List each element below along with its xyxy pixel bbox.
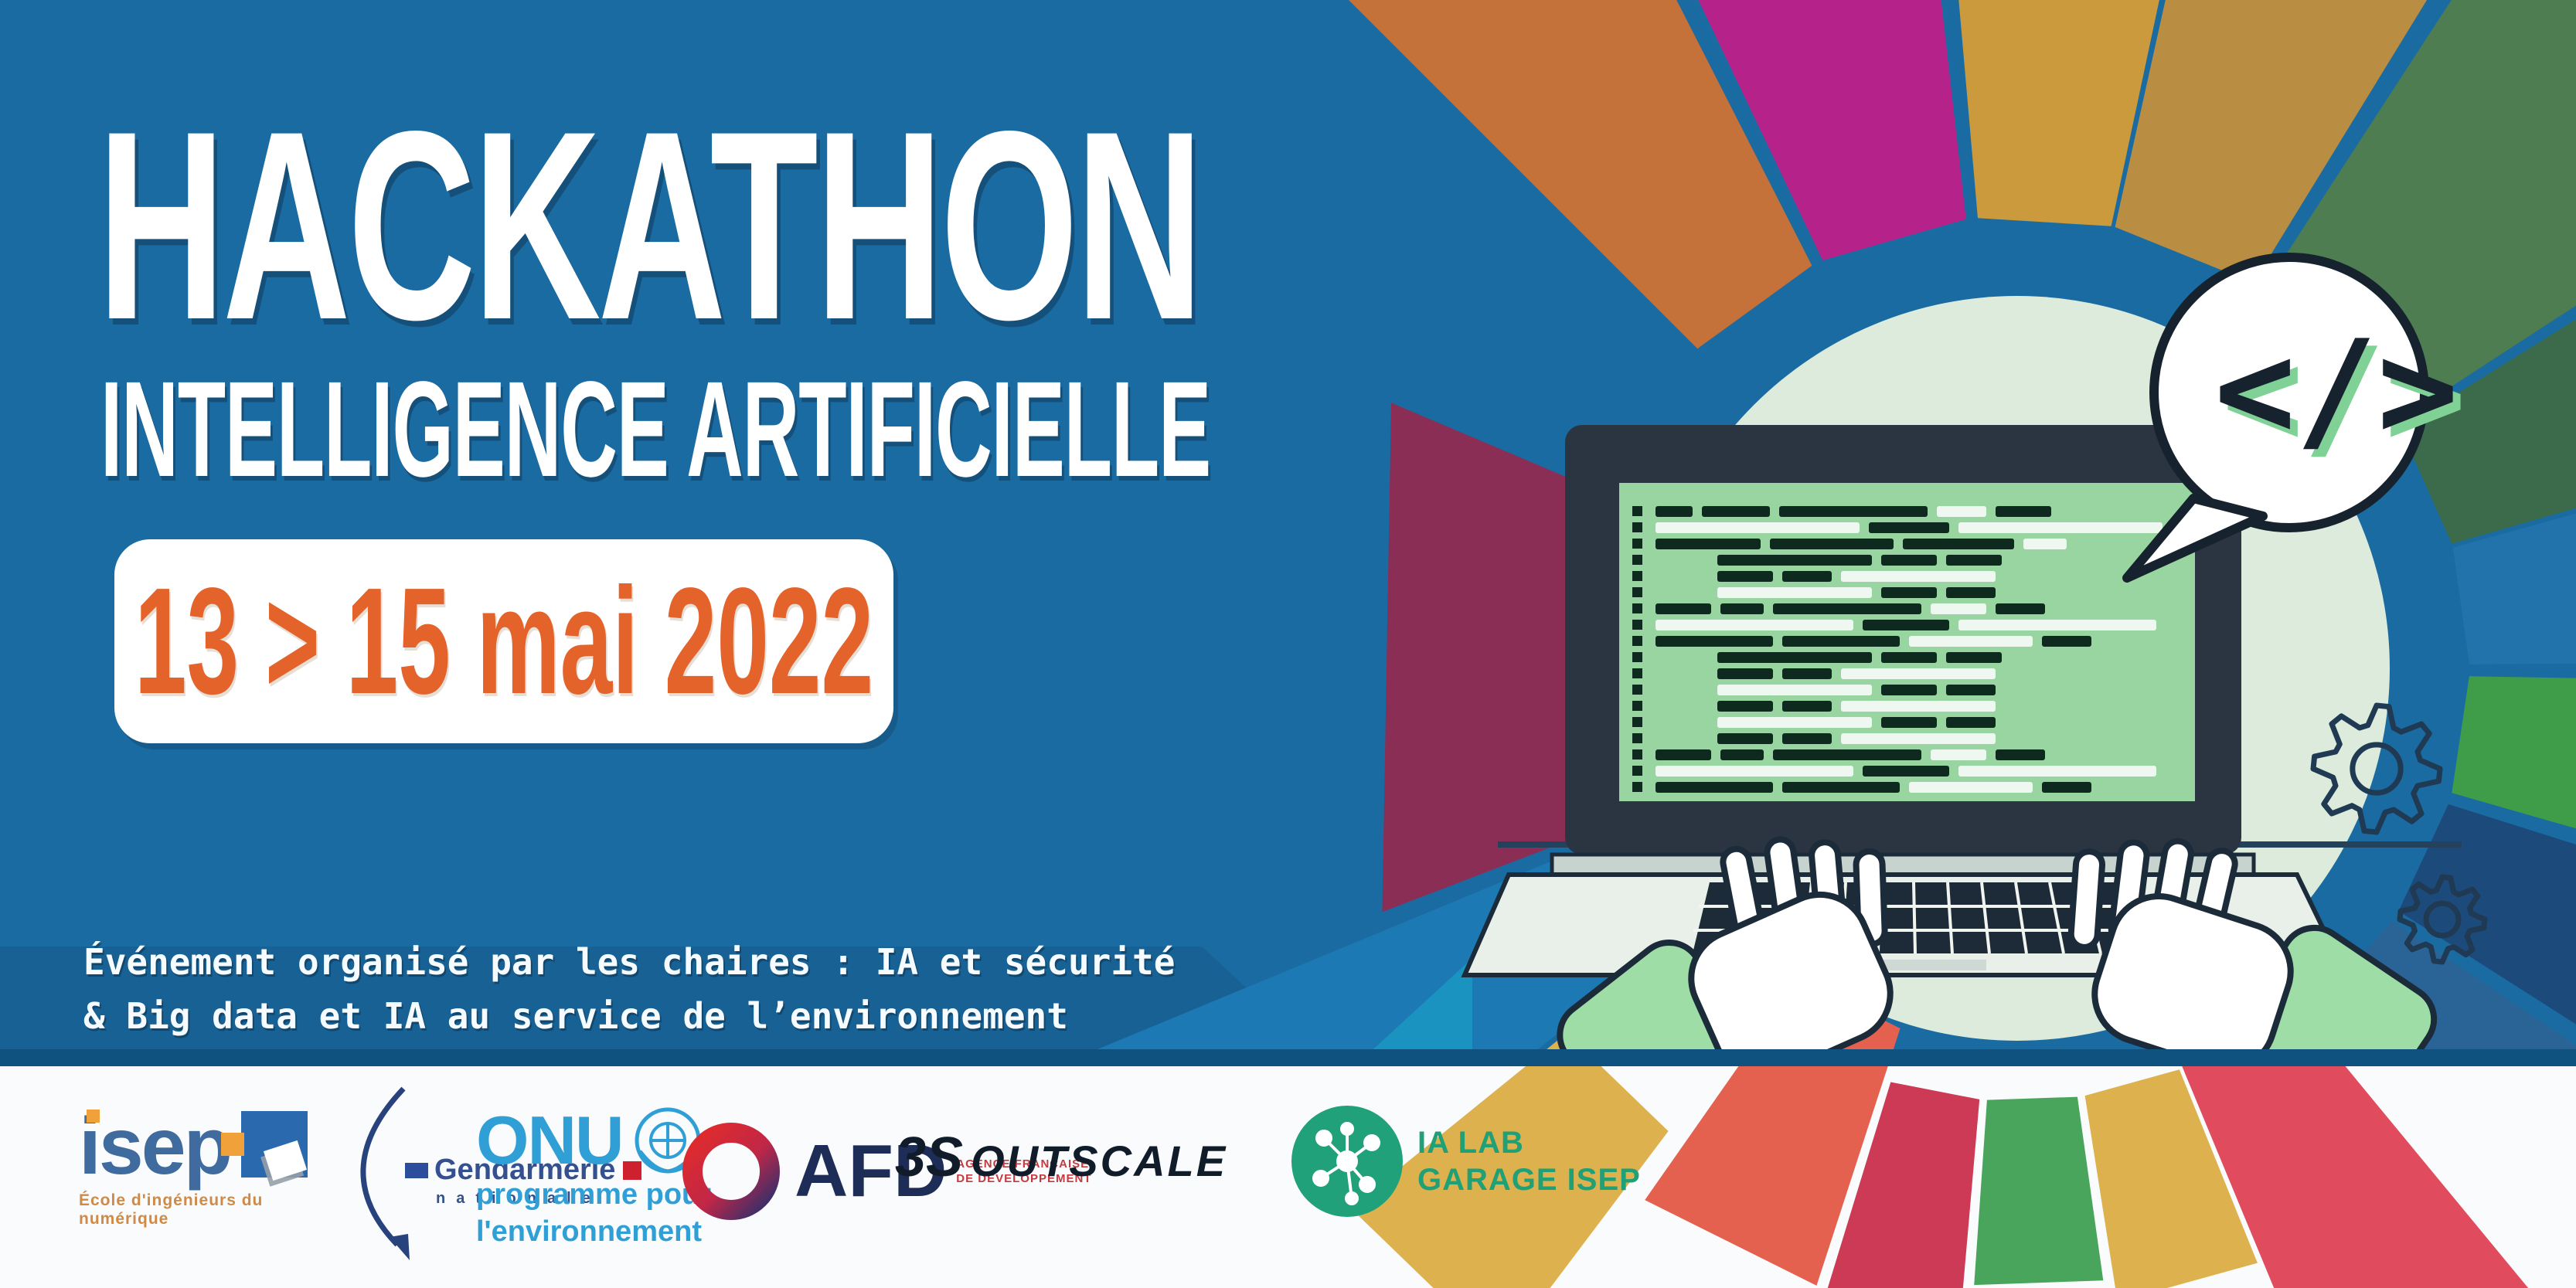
isep-icon [221,1111,308,1181]
ia-lab-emblem-icon [1291,1106,1403,1217]
wheel-segment-red [2182,1066,2529,1288]
footer-separator [0,1049,2576,1066]
laptop [1461,425,2350,977]
wheel-segment-crimson [1827,1082,1980,1288]
isep-wordmark: isep [79,1102,233,1191]
sdg-wheel-footer-overlay [1350,1066,2529,1288]
wheel-segment-salmon [1645,1066,1888,1286]
event-text-band [0,946,1312,1049]
outscale-wordmark: OUTSCALE [971,1137,1228,1185]
wheel-segment-navy [2398,804,2576,1025]
dassault-3ds-icon: 3S [895,1127,964,1188]
afd-line1: AGENCE FRANÇAISE [956,1157,1090,1171]
gendarmerie-name: Gendarmerie [434,1154,616,1186]
teal-wedge [1356,958,1472,1065]
logo-outscale: 3S OUTSCALE [895,1130,1227,1186]
code-icon-shadow: </> [2222,320,2466,477]
logo-onu: ONU programme pour l'environnement [476,1105,711,1250]
onu-line1: programme pour [476,1178,712,1211]
page-title: HACKATHON [97,75,1203,376]
wheel-segment-tan [2115,0,2428,284]
afd-ring-icon [682,1123,780,1220]
code-lines [1632,506,2163,793]
page-subtitle: INTELLIGENCE ARTIFICIELLE [100,354,1211,505]
date-badge: 13 > 15 mai 2022 [114,539,893,743]
wheel-segment-green [1974,1096,2104,1286]
onu-line2: l'environnement [476,1215,702,1248]
logo-gendarmerie: Gendarmerie nationale [349,1086,642,1263]
laptop-illustration: </> </> [1461,253,2488,1150]
logo-ia-lab-garage-isep: IA LAB GARAGE ISEP [1289,1103,1641,1219]
code-bubble: </> </> [2122,253,2466,583]
gendarmerie-nationale: nationale [436,1190,601,1207]
typing-hands [1557,836,2438,1150]
afd-wordmark: AFD [795,1130,948,1212]
wheel-segment-orange [1349,0,1812,349]
afd-line2: DE DÉVELOPPEMENT [956,1172,1092,1185]
logo-afd: AFD AGENCE FRANÇAISE DE DÉVELOPPEMENT [679,1119,1092,1224]
onu-wordmark: ONU [476,1102,624,1178]
isep-tagline: École d'ingénieurs du numérique [79,1191,264,1228]
wheel-segment-dark-green [2401,319,2576,544]
wheel-segment-bright-green [2452,676,2576,829]
wheel-segment-blue [2452,513,2576,664]
event-description-line1: Événement organisé par les chaires : IA … [83,941,1176,983]
code-icon: </> [2214,312,2459,469]
ia-lab-line1: IA LAB [1417,1126,1524,1160]
event-description-line2: & Big data et IA au service de l’environ… [83,995,1068,1037]
ia-lab-line2: GARAGE ISEP [1417,1163,1641,1197]
gendarmerie-red-square-icon [623,1161,642,1180]
wheel-segment-yellow-left [1350,1066,1669,1288]
gendarmerie-swoosh-icon [360,1086,410,1260]
logo-isep: isep École d'ingénieurs du numérique [79,1102,357,1229]
wheel-segment-magenta [1698,0,1966,260]
isep-i-dot [87,1110,100,1123]
date-text: 13 > 15 mai 2022 [134,556,874,726]
wheel-segment-yellow [2084,1069,2258,1288]
wheel-segment-gold [1958,0,2159,226]
gendarmerie-flag-icon [405,1162,428,1178]
